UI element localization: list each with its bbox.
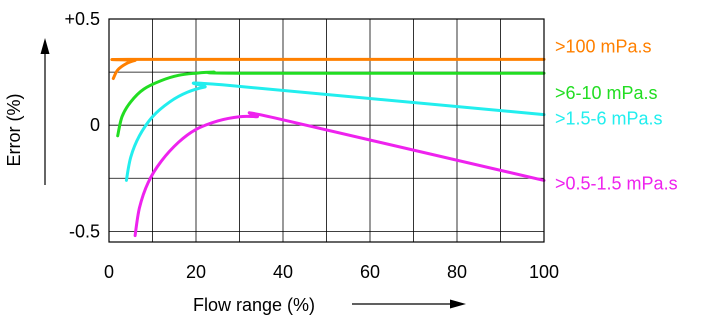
- y-tick-labels: +0.5 0 -0.5: [64, 9, 100, 241]
- x-tick-label: 60: [360, 262, 380, 282]
- series-line-1: [116, 70, 546, 138]
- series-line-2: [124, 81, 546, 182]
- x-tick-label: 40: [273, 262, 293, 282]
- x-tick-label: 80: [447, 262, 467, 282]
- series-label-0: >100 mPa.s: [555, 36, 652, 56]
- plot-frame: [108, 18, 545, 243]
- series-label-3: >0.5-1.5 mPa.s: [555, 173, 678, 193]
- y-tick-label: 0: [90, 115, 100, 135]
- series-line-3: [133, 111, 546, 238]
- x-tick-label: 0: [104, 262, 114, 282]
- x-tick-label: 100: [529, 262, 559, 282]
- x-tick-labels: 0 20 40 60 80 100: [104, 262, 559, 282]
- y-tick-label: +0.5: [64, 9, 100, 29]
- x-tick-label: 20: [186, 262, 206, 282]
- series-label-1: >6-10 mPa.s: [555, 83, 658, 103]
- x-axis-arrow: [352, 299, 466, 309]
- plot-border: [108, 18, 545, 243]
- y-axis-arrow: [40, 38, 50, 185]
- y-axis-label: Error (%): [4, 94, 24, 167]
- series-line-0: [110, 57, 546, 80]
- x-axis-label: Flow range (%): [193, 295, 315, 315]
- y-tick-label: -0.5: [69, 221, 100, 241]
- series-lines: [110, 57, 546, 238]
- series-label-2: >1.5-6 mPa.s: [555, 109, 663, 129]
- series-labels: >100 mPa.s >6-10 mPa.s >1.5-6 mPa.s >0.5-1.…: [555, 36, 678, 193]
